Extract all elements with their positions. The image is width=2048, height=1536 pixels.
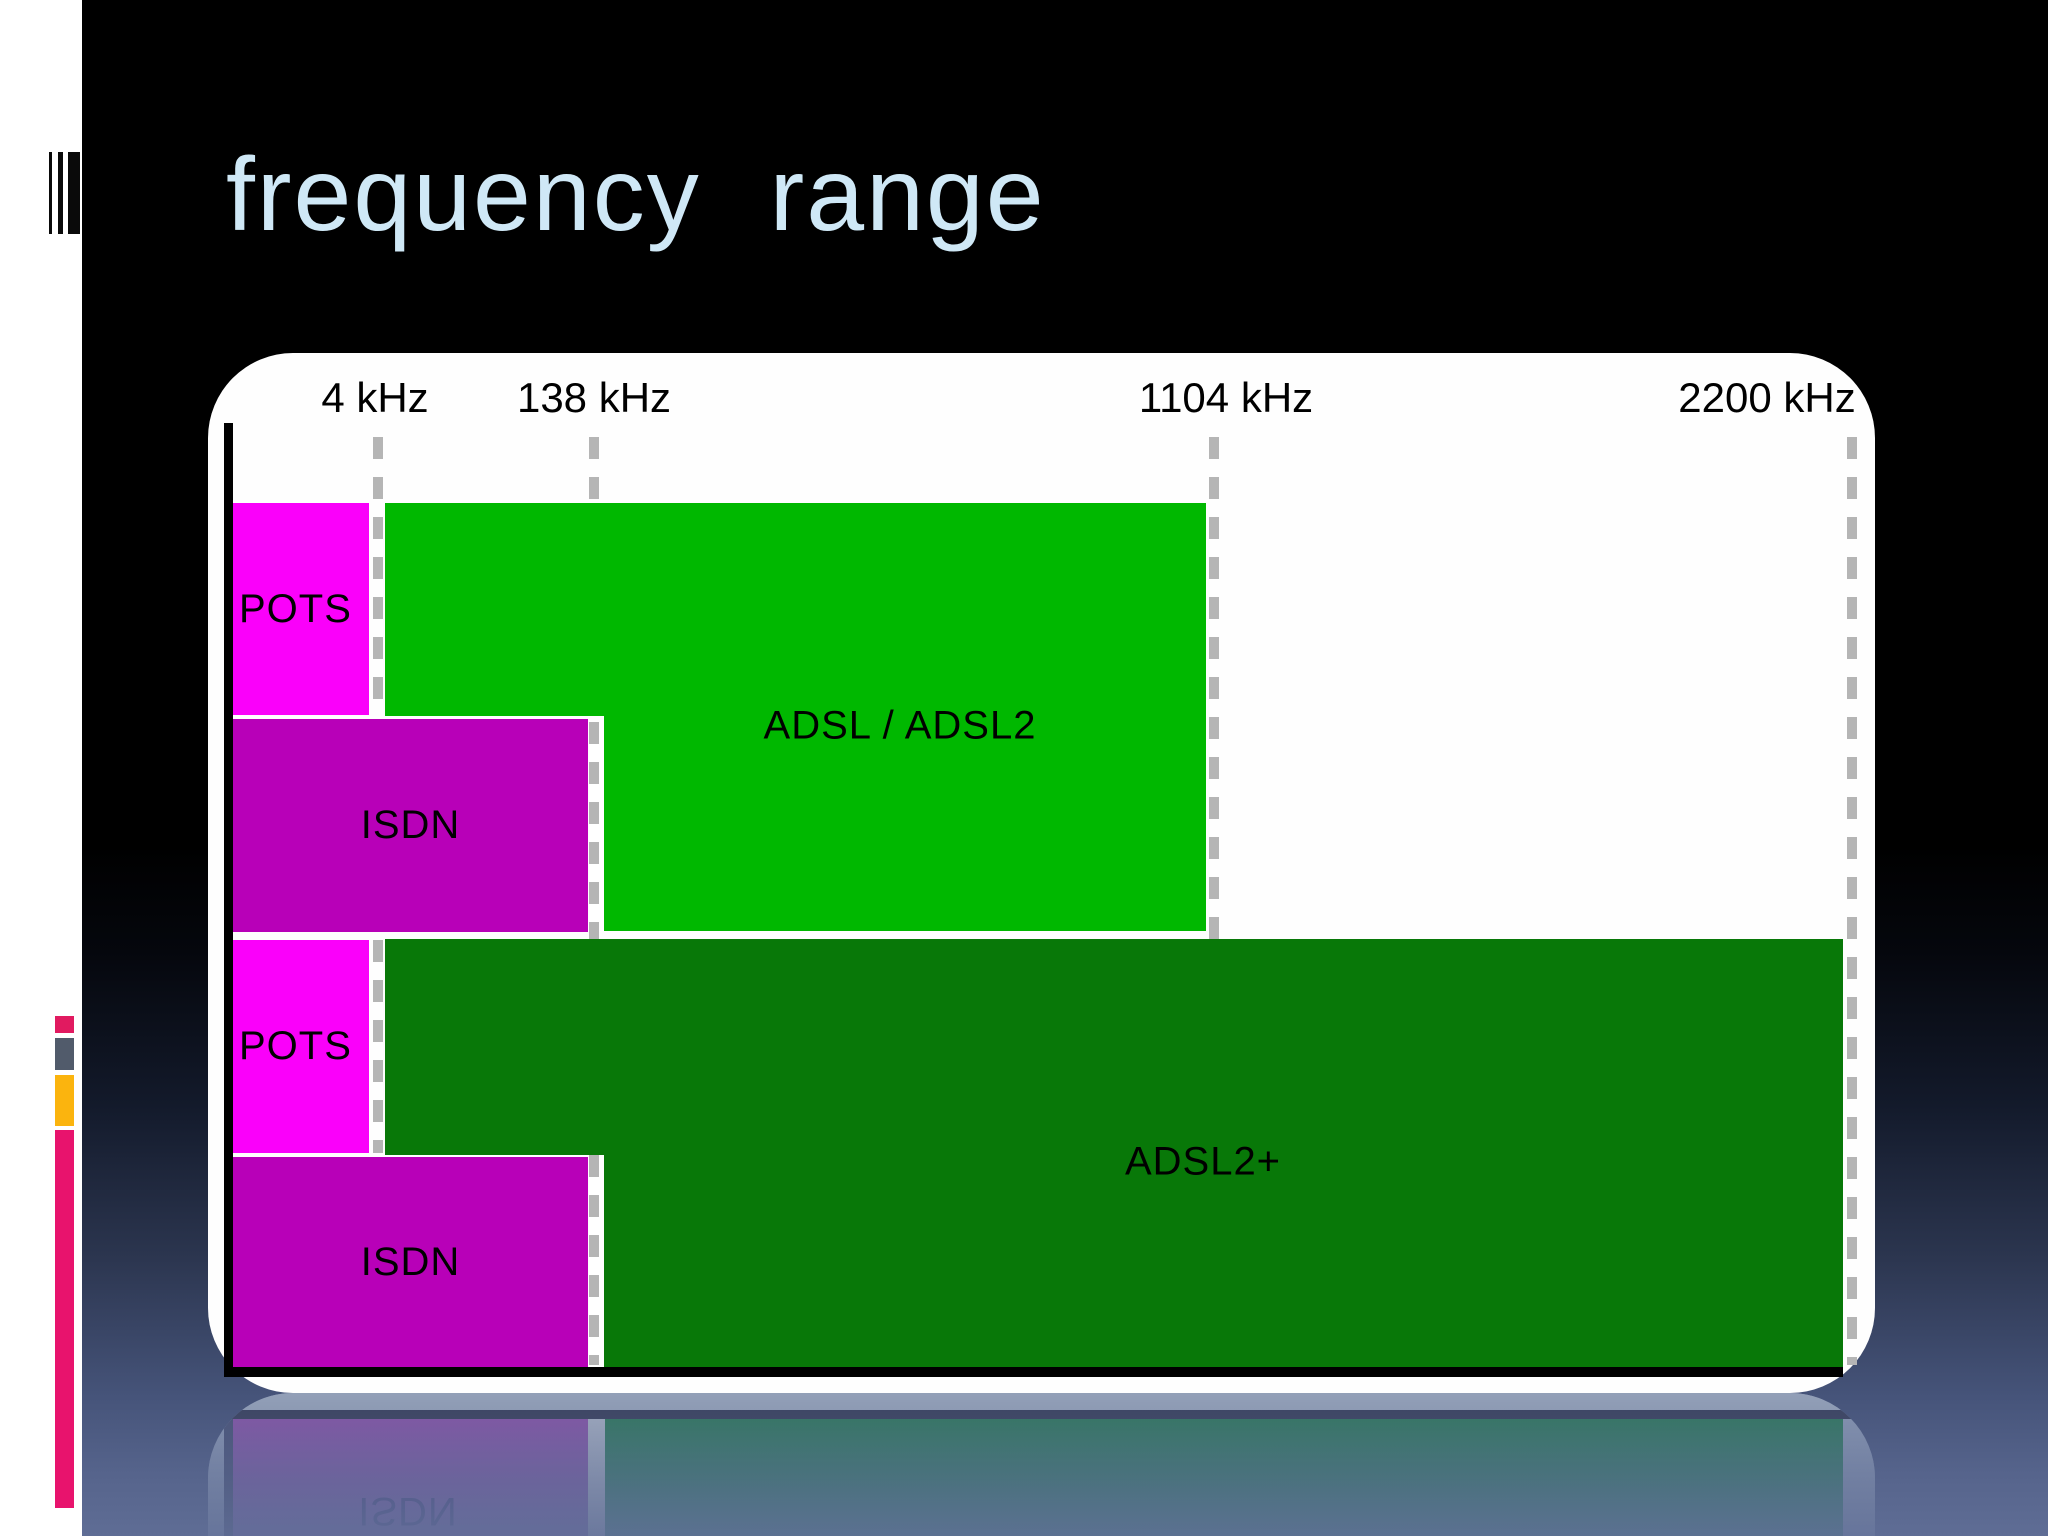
barcode-decoration (0, 152, 82, 234)
freq-label-1104khz: 1104 kHz (1138, 374, 1314, 421)
barcode-bar (58, 152, 63, 234)
barcode-bar (49, 152, 52, 234)
band-pots-row2-label: POTS (239, 1024, 352, 1068)
frequency-diagram-card: 4 kHz 138 kHz 1104 kHz 2200 kHz POTS ISD… (208, 353, 1875, 1393)
accent-chip-pink-small (55, 1016, 74, 1033)
dashed-guide-4khz (373, 940, 383, 1153)
dashed-guide-138khz (589, 1155, 599, 1365)
barcode-bar (68, 152, 80, 234)
dashed-guide-138khz (589, 722, 599, 939)
page-title: frequency range (226, 137, 1046, 253)
band-isdn-row1: ISDN (233, 716, 604, 932)
band-pots-row2: POTS (233, 940, 369, 1153)
card-reflection: ISDN (208, 1393, 1875, 1536)
accent-chip-amber (55, 1075, 74, 1126)
freq-label-2200khz: 2200 kHz (1678, 374, 1856, 421)
dashed-guide-4khz (373, 437, 383, 717)
dashed-guide-2200khz (1847, 437, 1857, 1365)
accent-chip-pink-tall (55, 1130, 74, 1508)
band-isdn-row2: ISDN (233, 1155, 604, 1367)
reflection-fade-overlay (208, 1393, 1875, 1536)
band-adsl-adsl2-label: ADSL / ADSL2 (763, 703, 1037, 748)
dashed-guide-1104khz (1209, 437, 1219, 939)
dashed-guide-138khz (589, 437, 599, 503)
accent-chip-slate (55, 1038, 74, 1070)
band-pots-row1-label: POTS (239, 586, 352, 631)
band-pots-row1: POTS (233, 503, 369, 715)
band-isdn-row1-label: ISDN (360, 803, 461, 847)
x-axis-baseline (224, 1367, 1843, 1377)
freq-label-138khz: 138 kHz (516, 374, 672, 421)
band-adsl2plus-label: ADSL2+ (1124, 1139, 1282, 1184)
band-isdn-row2-label: ISDN (360, 1239, 461, 1284)
left-sidebar (0, 0, 82, 1536)
freq-label-4khz: 4 kHz (321, 374, 429, 421)
band-adsl2plus (385, 939, 1843, 1367)
y-axis-line (224, 423, 233, 1367)
